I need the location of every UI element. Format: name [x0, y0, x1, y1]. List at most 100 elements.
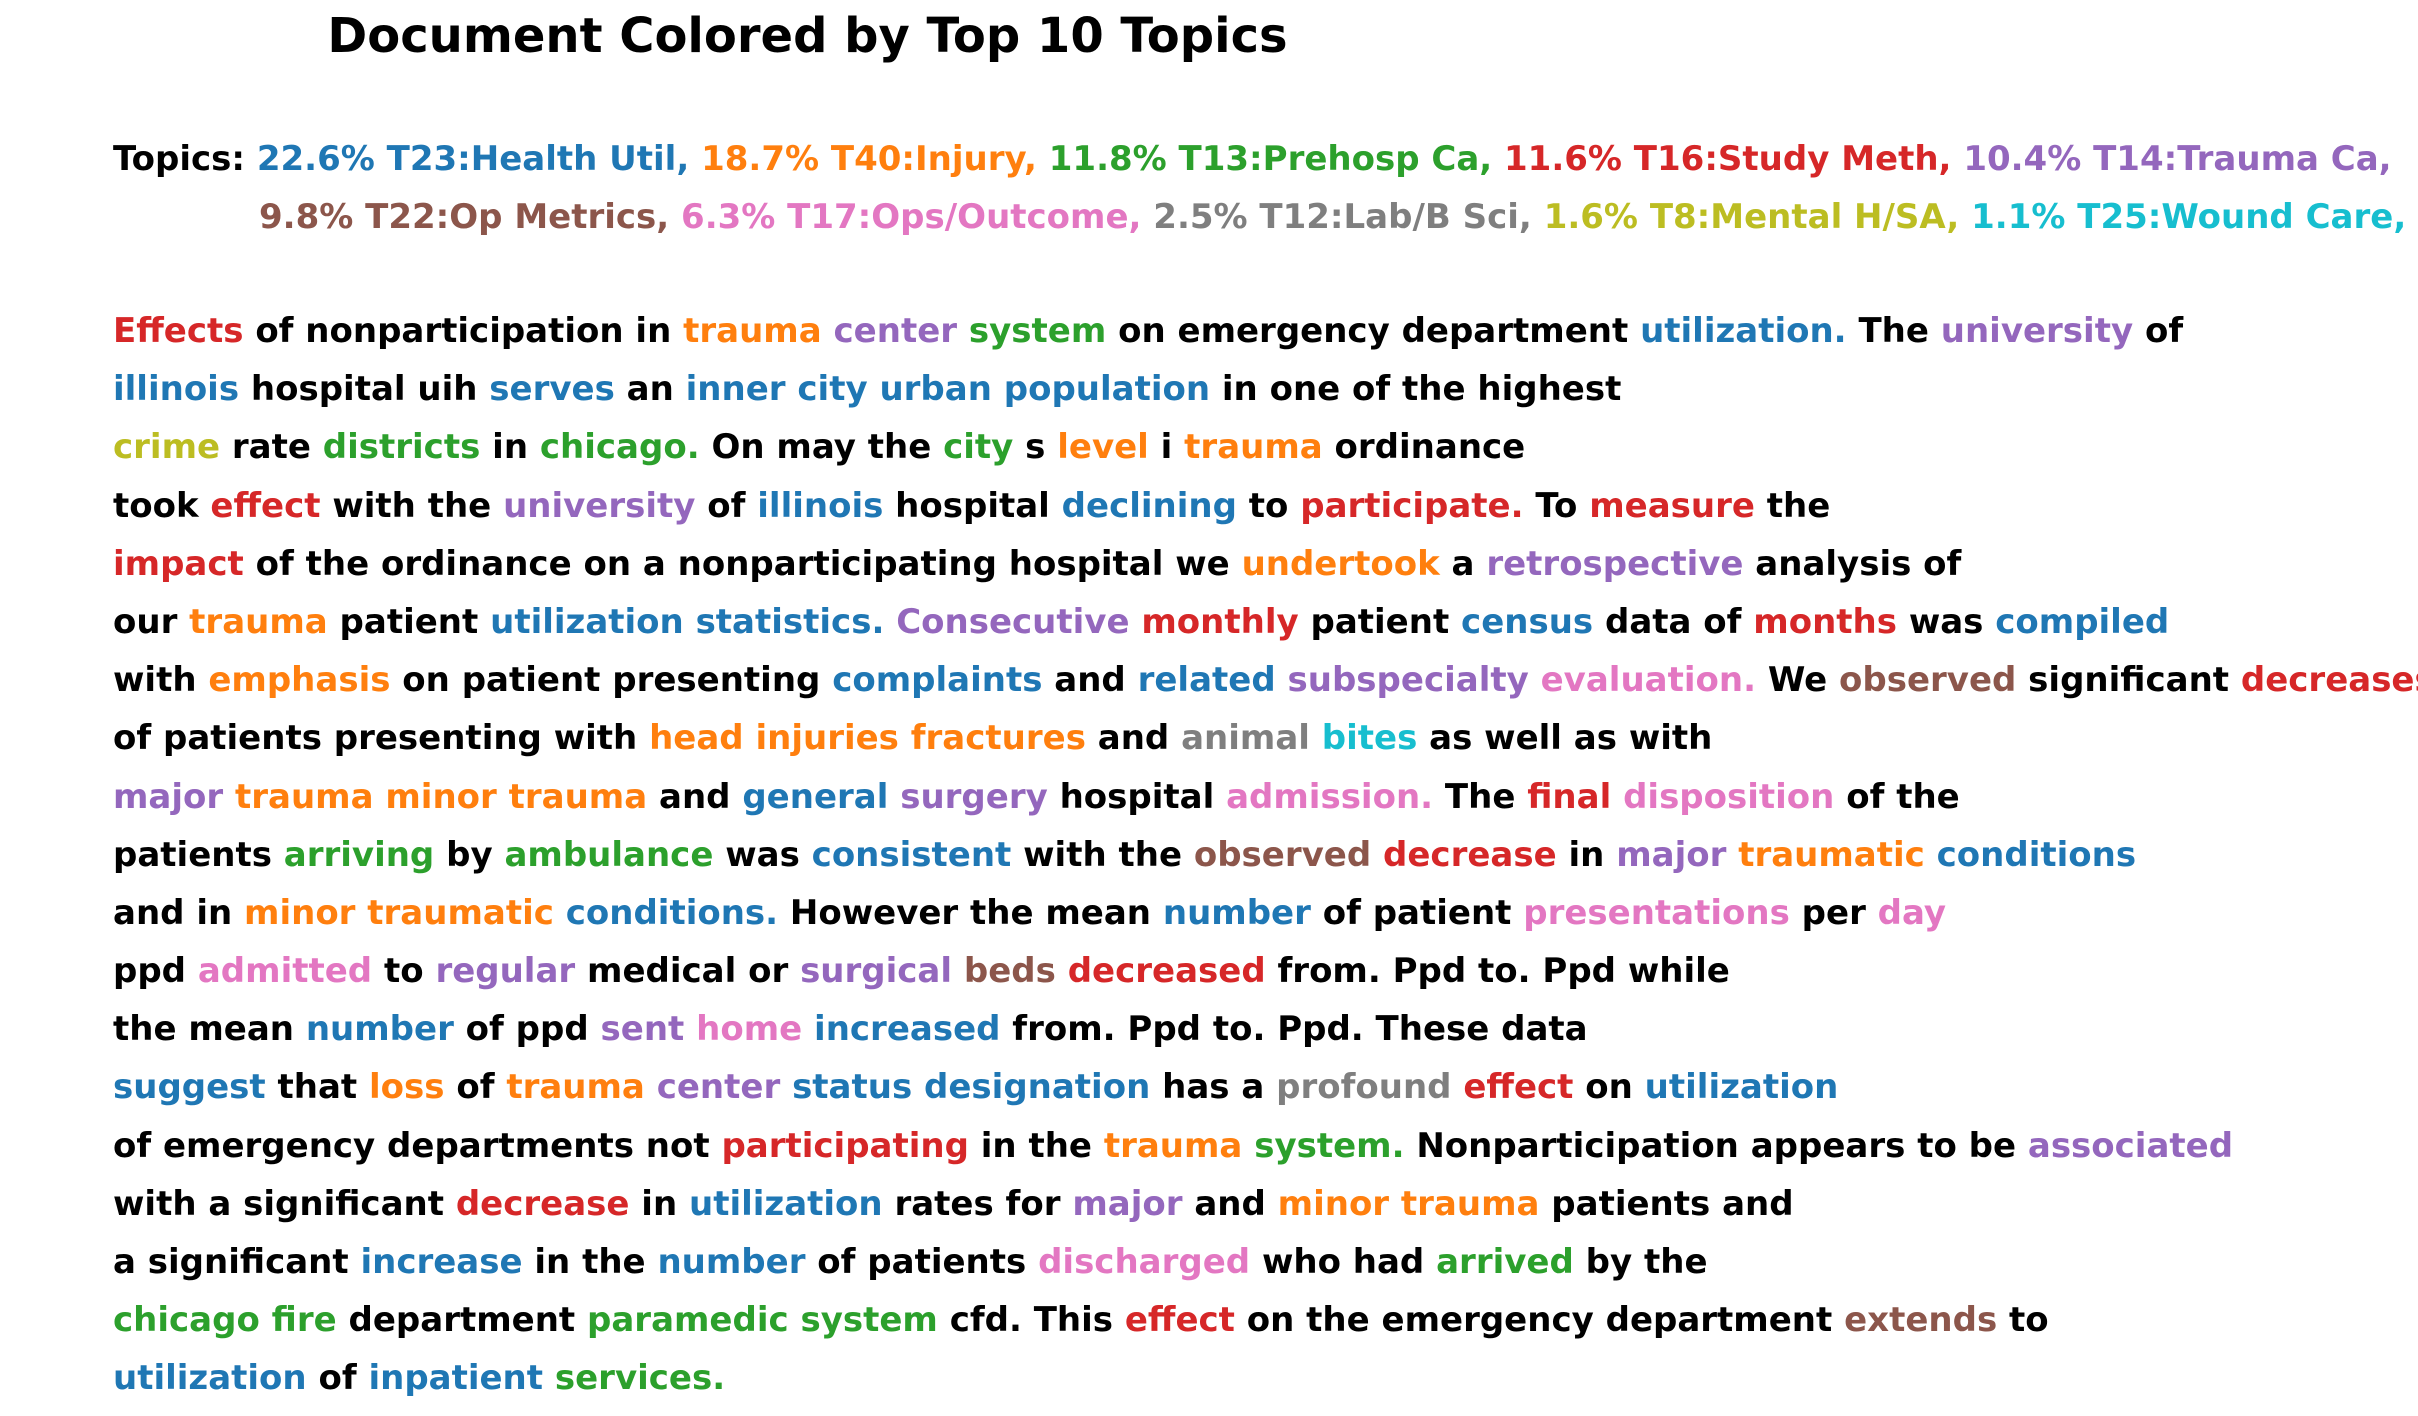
- topic-word-t13: arriving: [283, 834, 435, 875]
- plain-text: [1310, 718, 1322, 758]
- page-title: Document Colored by Top 10 Topics: [327, 8, 1288, 64]
- plain-text: The: [1433, 776, 1528, 817]
- topic-entry-t8: 1.6% T8:Mental H/SA,: [1543, 197, 1972, 237]
- topic-word-t13: ambulance: [504, 834, 714, 875]
- plain-text: significant: [2016, 660, 2241, 701]
- topic-word-t16: participating: [721, 1125, 969, 1166]
- plain-text: ppd: [113, 951, 198, 992]
- document-line: and in minor traumatic conditions. Howev…: [113, 884, 2418, 942]
- topic-word-t23: number: [305, 1009, 454, 1050]
- topic-entry-t12: 2.5% T12:Lab/B Sci,: [1153, 197, 1544, 237]
- topic-word-t23: declining: [1061, 485, 1237, 526]
- plain-text: as well as with: [1417, 718, 1713, 759]
- plain-text: [888, 777, 900, 817]
- plain-text: department: [336, 1300, 588, 1341]
- topic-word-t17: day: [1877, 892, 1947, 933]
- topic-word-t13: chicago.: [539, 427, 700, 468]
- topic-word-t40: minor traumatic: [244, 892, 554, 933]
- plain-text: On may the: [699, 427, 944, 468]
- topic-word-t16: decreases: [2240, 660, 2418, 701]
- plain-text: s: [1013, 427, 1058, 468]
- plain-text: was: [1896, 601, 1996, 642]
- topic-word-t23: status designation: [792, 1067, 1151, 1108]
- plain-text: [1611, 777, 1623, 817]
- topic-word-t23: general: [742, 776, 889, 817]
- topic-word-t16: decreased: [1067, 951, 1266, 992]
- plain-text: that: [265, 1067, 369, 1108]
- plain-text: The: [1846, 311, 1941, 351]
- topic-word-t14: major: [1616, 834, 1727, 875]
- topic-word-t17: presentations: [1523, 892, 1790, 933]
- plain-text: [1056, 951, 1068, 991]
- topic-word-t13: city: [943, 427, 1014, 468]
- plain-text: to: [1997, 1300, 2049, 1341]
- plain-text: on emergency department: [1106, 311, 1641, 351]
- plain-text: in: [1556, 834, 1617, 875]
- topic-word-t16: impact: [113, 543, 244, 584]
- plain-text: of the: [1834, 776, 1960, 817]
- document-line: a significant increase in the number of …: [113, 1233, 2418, 1291]
- plain-text: in the: [968, 1125, 1104, 1166]
- topic-word-t40: trauma: [1103, 1125, 1243, 1166]
- document-line: with a significant decrease in utilizati…: [113, 1175, 2418, 1233]
- plain-text: [684, 1009, 696, 1049]
- topic-word-t16: final: [1527, 776, 1612, 817]
- plain-text: and in: [113, 892, 245, 933]
- topic-word-t40: loss: [369, 1067, 445, 1108]
- plain-text: by the: [1573, 1242, 1708, 1282]
- topic-entries: 9.8% T22:Op Metrics, 6.3% T17:Ops/Outcom…: [259, 197, 2418, 237]
- topic-word-t40: trauma: [1184, 427, 1323, 468]
- topic-word-t16: effect: [210, 485, 321, 526]
- plain-text: To: [1523, 485, 1590, 526]
- topic-word-t23: utilization: [689, 1183, 883, 1224]
- plain-text: of: [306, 1358, 369, 1399]
- topic-word-t14: center: [833, 311, 958, 351]
- topic-word-t13: system.: [1254, 1125, 1405, 1166]
- plain-text: with a significant: [113, 1183, 456, 1224]
- plain-text: on: [1573, 1067, 1645, 1108]
- document-line: utilization of inpatient services.: [113, 1349, 2418, 1407]
- topic-word-t14: center: [656, 1067, 781, 1108]
- plain-text: [1726, 835, 1738, 875]
- topic-word-t17: discharged: [1038, 1242, 1251, 1282]
- plain-text: patient: [1298, 601, 1462, 642]
- plain-text: of patient: [1310, 892, 1524, 933]
- topic-entry-t22: 9.8% T22:Op Metrics,: [259, 197, 682, 237]
- topic-word-t14: Consecutive: [896, 601, 1130, 642]
- document-line: suggest that loss of trauma center statu…: [113, 1058, 2418, 1116]
- topic-word-t23: illinois: [757, 485, 884, 526]
- topic-word-t17: admitted: [197, 951, 373, 992]
- topic-entry-t23: 22.6% T23:Health Util,: [256, 139, 702, 179]
- plain-text: [1130, 602, 1142, 642]
- plain-text: data of: [1593, 601, 1754, 642]
- plain-text: [1371, 835, 1383, 875]
- topic-word-t23: compiled: [1995, 601, 2170, 642]
- topic-word-t23: census: [1461, 601, 1594, 642]
- topic-word-t22: beds: [963, 951, 1056, 992]
- topic-word-t23: utilization.: [1640, 311, 1847, 351]
- topic-word-t23: utilization: [1644, 1067, 1839, 1108]
- plain-text: [223, 777, 235, 817]
- topic-word-t14: surgical: [800, 951, 953, 992]
- topic-word-t23: utilization: [113, 1358, 307, 1399]
- document-line: patients arriving by ambulance was consi…: [113, 826, 2418, 884]
- topic-word-t14: major: [1072, 1183, 1183, 1224]
- plain-text: on the emergency department: [1234, 1300, 1845, 1341]
- plain-text: [645, 1067, 657, 1107]
- topic-word-t23: conditions: [1936, 834, 2137, 875]
- topic-entry-t25: 1.1% T25:Wound Care,: [1971, 197, 2418, 237]
- topic-word-t14: retrospective: [1486, 543, 1744, 584]
- topic-word-t16: monthly: [1141, 601, 1299, 642]
- plain-text: of patients presenting with: [113, 718, 650, 759]
- topic-word-t13: arrived: [1436, 1242, 1574, 1282]
- plain-text: analysis of: [1743, 543, 1962, 584]
- topic-word-t13: chicago fire: [113, 1300, 337, 1341]
- plain-text: of: [695, 485, 758, 526]
- plain-text: [802, 1009, 814, 1049]
- plain-text: on patient presenting: [390, 660, 833, 701]
- topic-word-t22: observed: [1193, 834, 1372, 875]
- plain-text: of ppd: [453, 1009, 601, 1050]
- topic-word-t16: participate.: [1300, 485, 1524, 526]
- topic-word-t22: extends: [1844, 1300, 1998, 1341]
- topic-word-t17: home: [696, 1009, 803, 1050]
